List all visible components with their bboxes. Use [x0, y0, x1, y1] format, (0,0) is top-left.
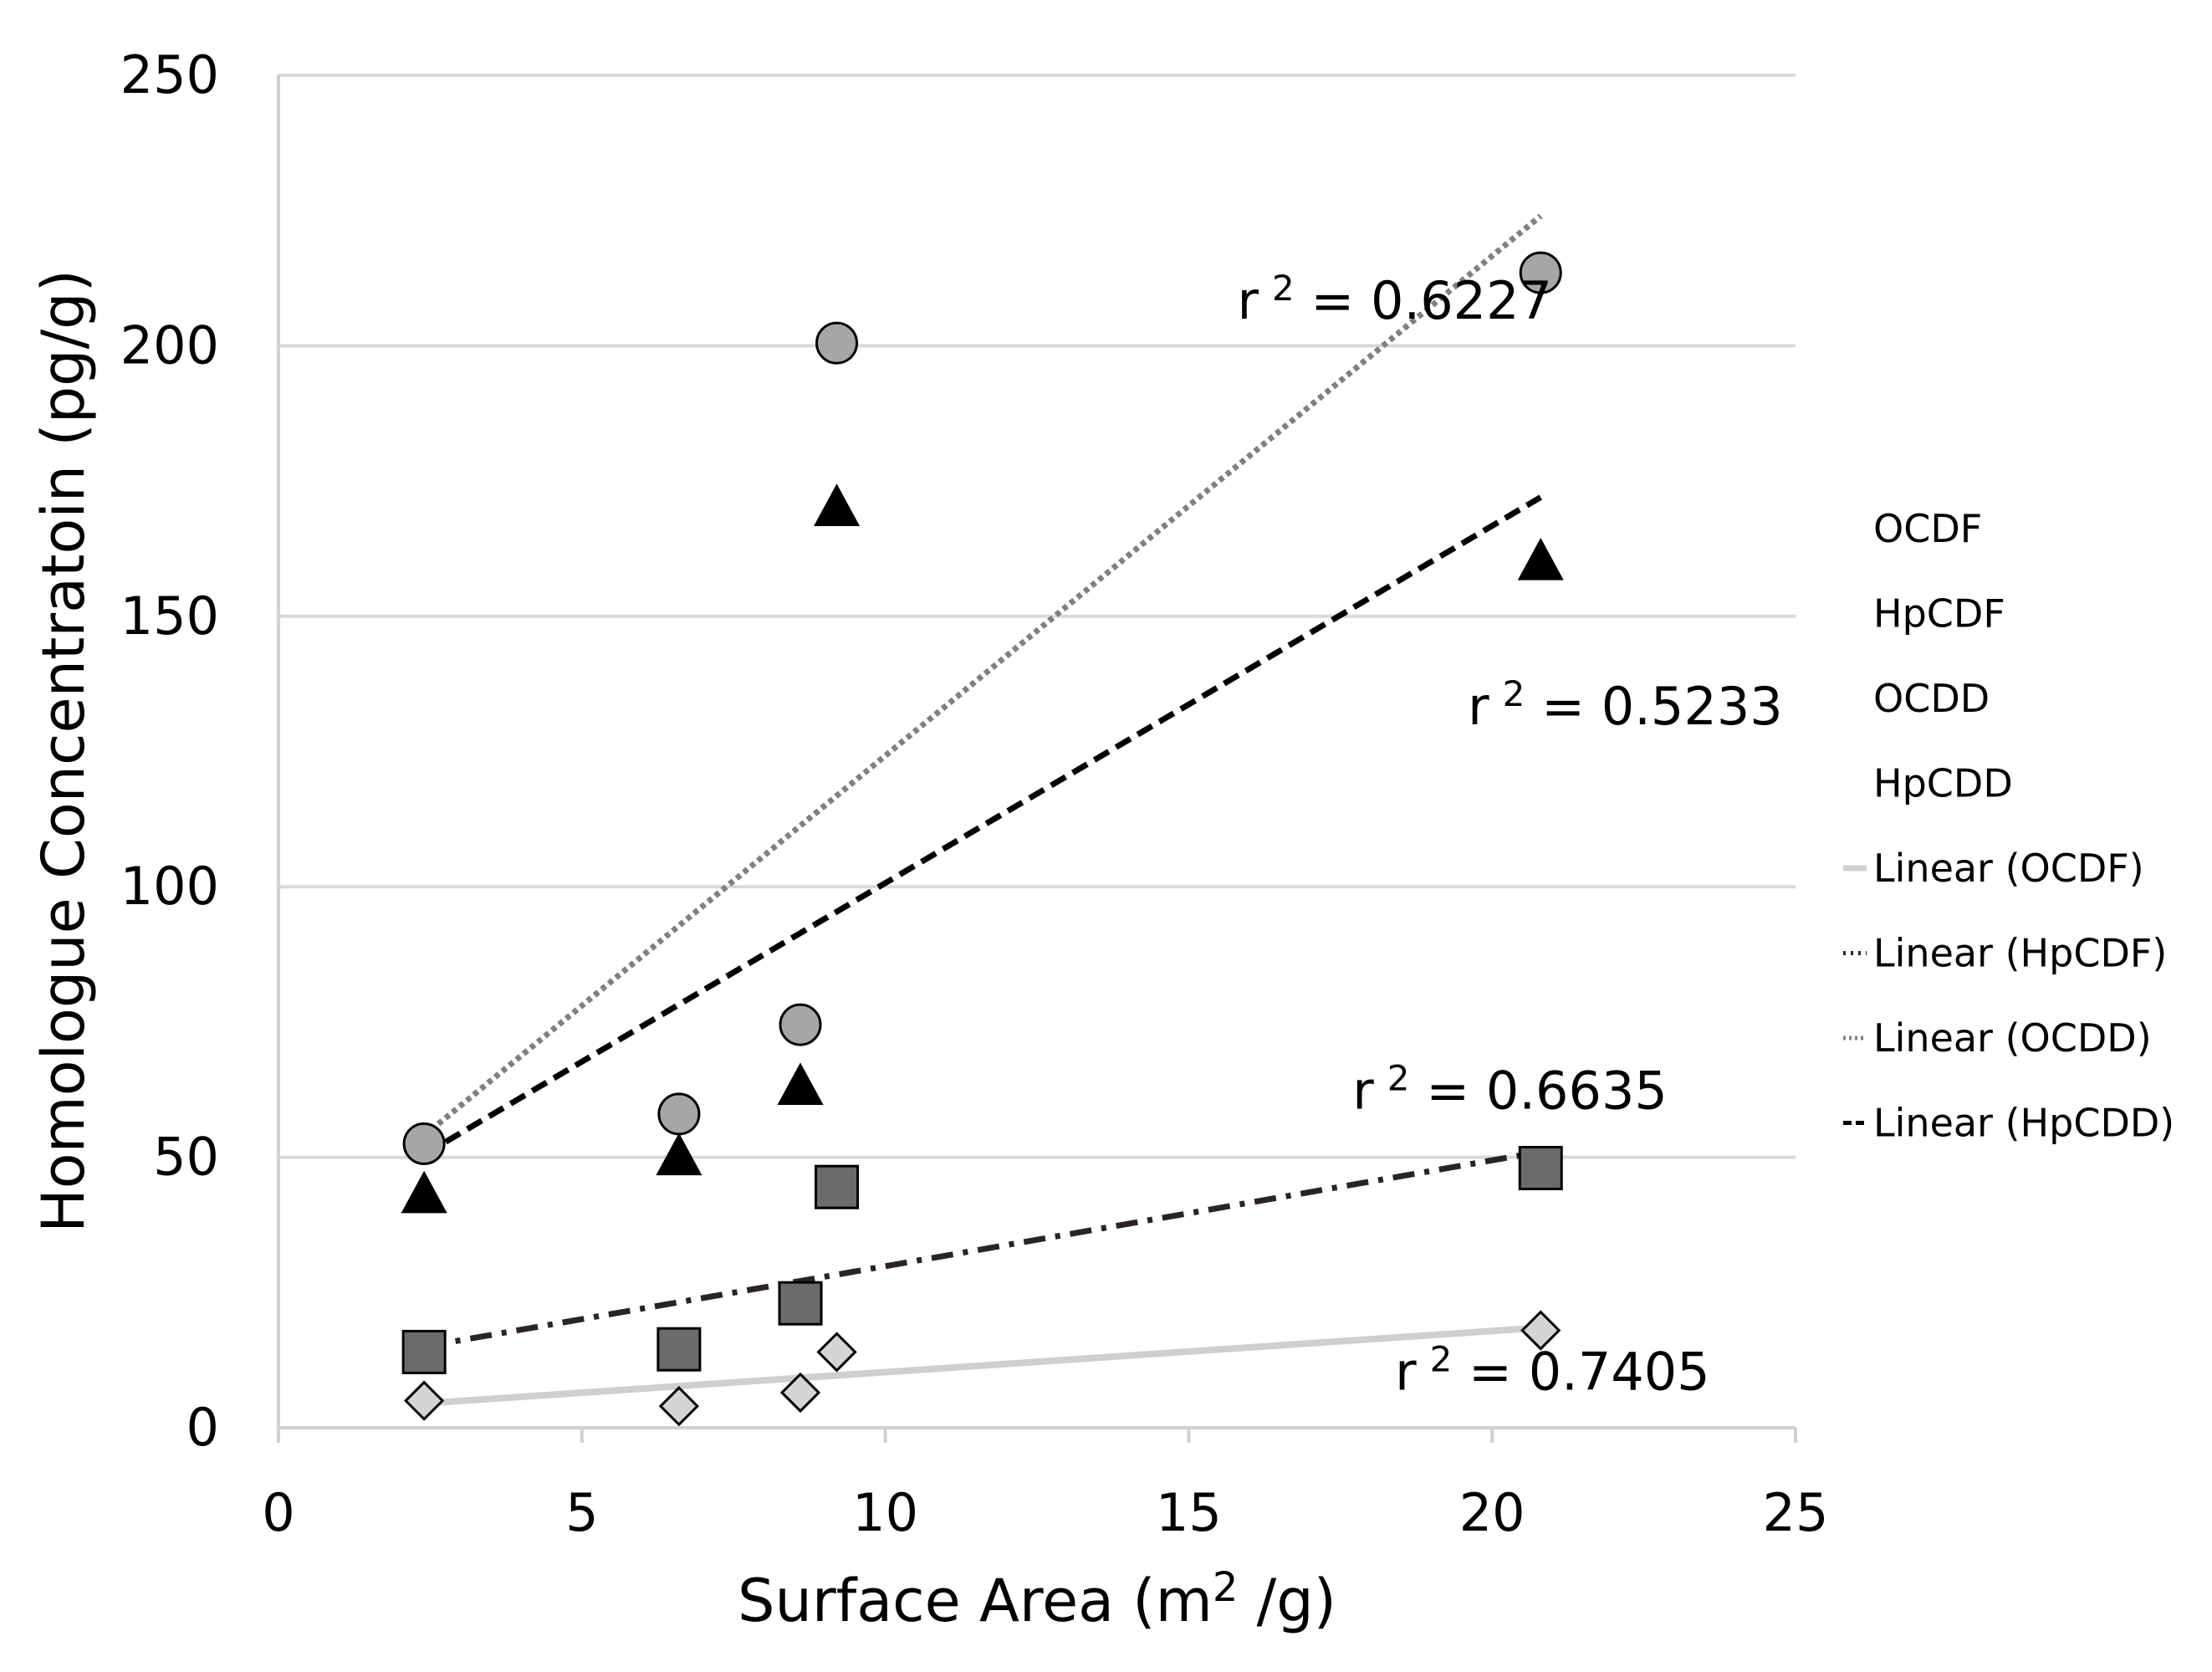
r-squared-superscript: 2 — [1430, 1339, 1453, 1380]
y-tick-label: 200 — [120, 314, 219, 376]
r-squared-base: r — [1468, 676, 1489, 737]
point-ocdd — [815, 321, 859, 365]
legend: OCDF HpCDF OCDD HpCDD Linear (OCDF) Linear (H… — [1843, 506, 2174, 1146]
gridlines — [278, 74, 1796, 1159]
x-tick-label: 25 — [1763, 1482, 1829, 1543]
point-ocdd — [657, 1092, 701, 1136]
point-ocdd — [779, 1003, 822, 1046]
r-squared-base: r — [1395, 1342, 1417, 1403]
point-hpcdd — [1517, 537, 1564, 580]
trendlines — [421, 213, 1543, 1407]
x-tick-label: 0 — [262, 1482, 294, 1543]
tick-labels: 0 50 100 150 200 250 0 5 10 15 20 25 — [120, 44, 1829, 1543]
r-squared-superscript: 2 — [1503, 673, 1525, 714]
r-squared-value: = 0.6227 — [1295, 270, 1552, 331]
legend-entry: OCDD — [1873, 676, 1990, 721]
legend-entry: Linear (OCDF) — [1873, 846, 2144, 891]
legend-entry: HpCDD — [1873, 761, 2013, 806]
point-hpcdf — [401, 1329, 447, 1374]
point-ocdf — [658, 1386, 700, 1427]
point-hpcdf — [778, 1281, 823, 1326]
legend-entry: HpCDF — [1873, 591, 2005, 637]
y-axis-title: Homologue Concentratoin (pg/g) — [29, 269, 98, 1233]
point-hpcdf — [656, 1327, 702, 1372]
trendline-linear-ocdd — [421, 213, 1543, 1138]
r-squared-value: = 0.6635 — [1410, 1060, 1668, 1121]
y-tick-label: 150 — [120, 585, 219, 647]
point-ocdf — [779, 1372, 821, 1414]
point-ocdd — [402, 1122, 446, 1165]
x-axis-title-main: Surface Area (m — [738, 1567, 1213, 1635]
legend-entry: Linear (HpCDD) — [1873, 1101, 2174, 1146]
data-points — [401, 251, 1564, 1427]
r-squared-value: = 0.5233 — [1525, 676, 1782, 737]
point-hpcdd — [777, 1062, 824, 1106]
legend-entry: Linear (HpCDF) — [1873, 931, 2167, 976]
point-hpcdd — [656, 1133, 702, 1176]
r-squared-superscript: 2 — [1272, 268, 1295, 309]
legend-entry: OCDF — [1873, 506, 1982, 551]
trendline-linear-hpcdf — [423, 1148, 1541, 1350]
point-ocdf — [1520, 1310, 1561, 1351]
r-squared-value: = 0.7405 — [1452, 1342, 1709, 1403]
trendline-linear-hpcdd — [422, 494, 1543, 1158]
x-tick-label: 20 — [1459, 1482, 1525, 1543]
trendline-linear-ocdf — [423, 1324, 1541, 1407]
axes — [277, 75, 1797, 1443]
x-tick-label: 15 — [1156, 1482, 1222, 1543]
point-hpcdd — [401, 1170, 447, 1214]
x-tick-label: 5 — [565, 1482, 598, 1543]
point-hpcdf — [815, 1164, 860, 1209]
x-axis-title-tail: /g) — [1238, 1567, 1336, 1635]
x-axis-title: Surface Area (m2 /g) — [738, 1564, 1336, 1635]
point-ocdf — [404, 1380, 445, 1421]
point-ocdd — [1519, 251, 1562, 294]
x-tick-label: 10 — [852, 1482, 918, 1543]
r-squared-base: r — [1352, 1060, 1374, 1121]
y-tick-label: 50 — [153, 1127, 219, 1188]
y-tick-label: 250 — [120, 44, 219, 105]
r-squared-base: r — [1237, 270, 1259, 331]
point-hpcdd — [814, 483, 861, 526]
r-squared-superscript: 2 — [1387, 1057, 1410, 1098]
point-ocdf — [816, 1332, 857, 1373]
legend-entry: Linear (OCDD) — [1873, 1015, 2152, 1061]
x-axis-title-superscript: 2 — [1213, 1564, 1239, 1611]
point-hpcdf — [1518, 1146, 1563, 1191]
y-tick-label: 0 — [186, 1397, 219, 1458]
y-tick-label: 100 — [120, 856, 219, 917]
